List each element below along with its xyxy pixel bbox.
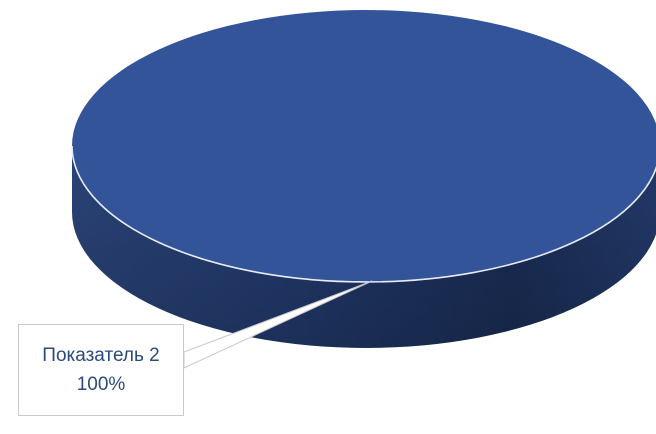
data-label-leader-line xyxy=(183,280,373,369)
pie-slice-side-shade xyxy=(72,146,656,348)
data-label: Показатель 2 100% xyxy=(18,324,184,416)
pie-slice-edge xyxy=(71,145,656,283)
data-label-category: Показатель 2 xyxy=(42,344,160,366)
data-label-percent: 100% xyxy=(76,374,126,395)
pie-slice-top xyxy=(72,10,656,282)
